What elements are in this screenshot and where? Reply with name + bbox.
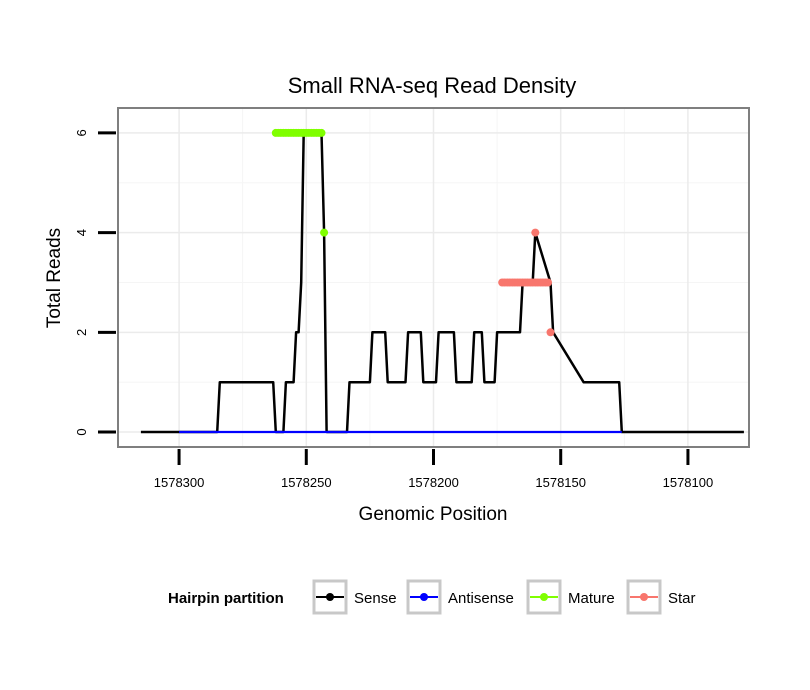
sense-line [140,131,744,434]
x-axis-title: Genomic Position [359,504,508,525]
y-tick-label: 2 [74,329,89,336]
chart-title: Small RNA-seq Read Density [288,73,577,98]
legend-key-star [626,579,662,615]
y-tick-label: 0 [74,428,89,435]
x-tick-label: 1578200 [408,475,459,490]
y-tick-label: 4 [74,229,89,236]
grid [118,108,749,447]
x-axis: 1578300 1578250 1578200 1578150 1578100 [154,449,713,490]
legend-key-antisense [406,579,442,615]
y-tick-label: 6 [74,129,89,136]
star-point [544,278,552,287]
mature-point [317,128,326,137]
star-point [546,328,555,337]
x-tick-label: 1578300 [154,475,205,490]
x-tick-label: 1578250 [281,475,332,490]
legend: Hairpin partition Sense Antisense Mature… [168,579,696,615]
mature-point [320,228,329,237]
legend-title: Hairpin partition [168,590,284,607]
y-axis: 0 2 4 6 [74,129,116,436]
x-tick-label: 1578100 [663,475,714,490]
star-point [531,228,540,237]
legend-label-star: Star [668,590,696,607]
x-tick-label: 1578150 [535,475,586,490]
legend-label-sense: Sense [354,590,397,607]
plot-border [117,107,750,448]
y-axis-title: Total Reads [44,228,65,328]
legend-key-mature [526,579,562,615]
series-layer [140,128,744,434]
legend-label-antisense: Antisense [448,590,514,607]
legend-label-mature: Mature [568,590,615,607]
legend-key-sense [312,579,348,615]
